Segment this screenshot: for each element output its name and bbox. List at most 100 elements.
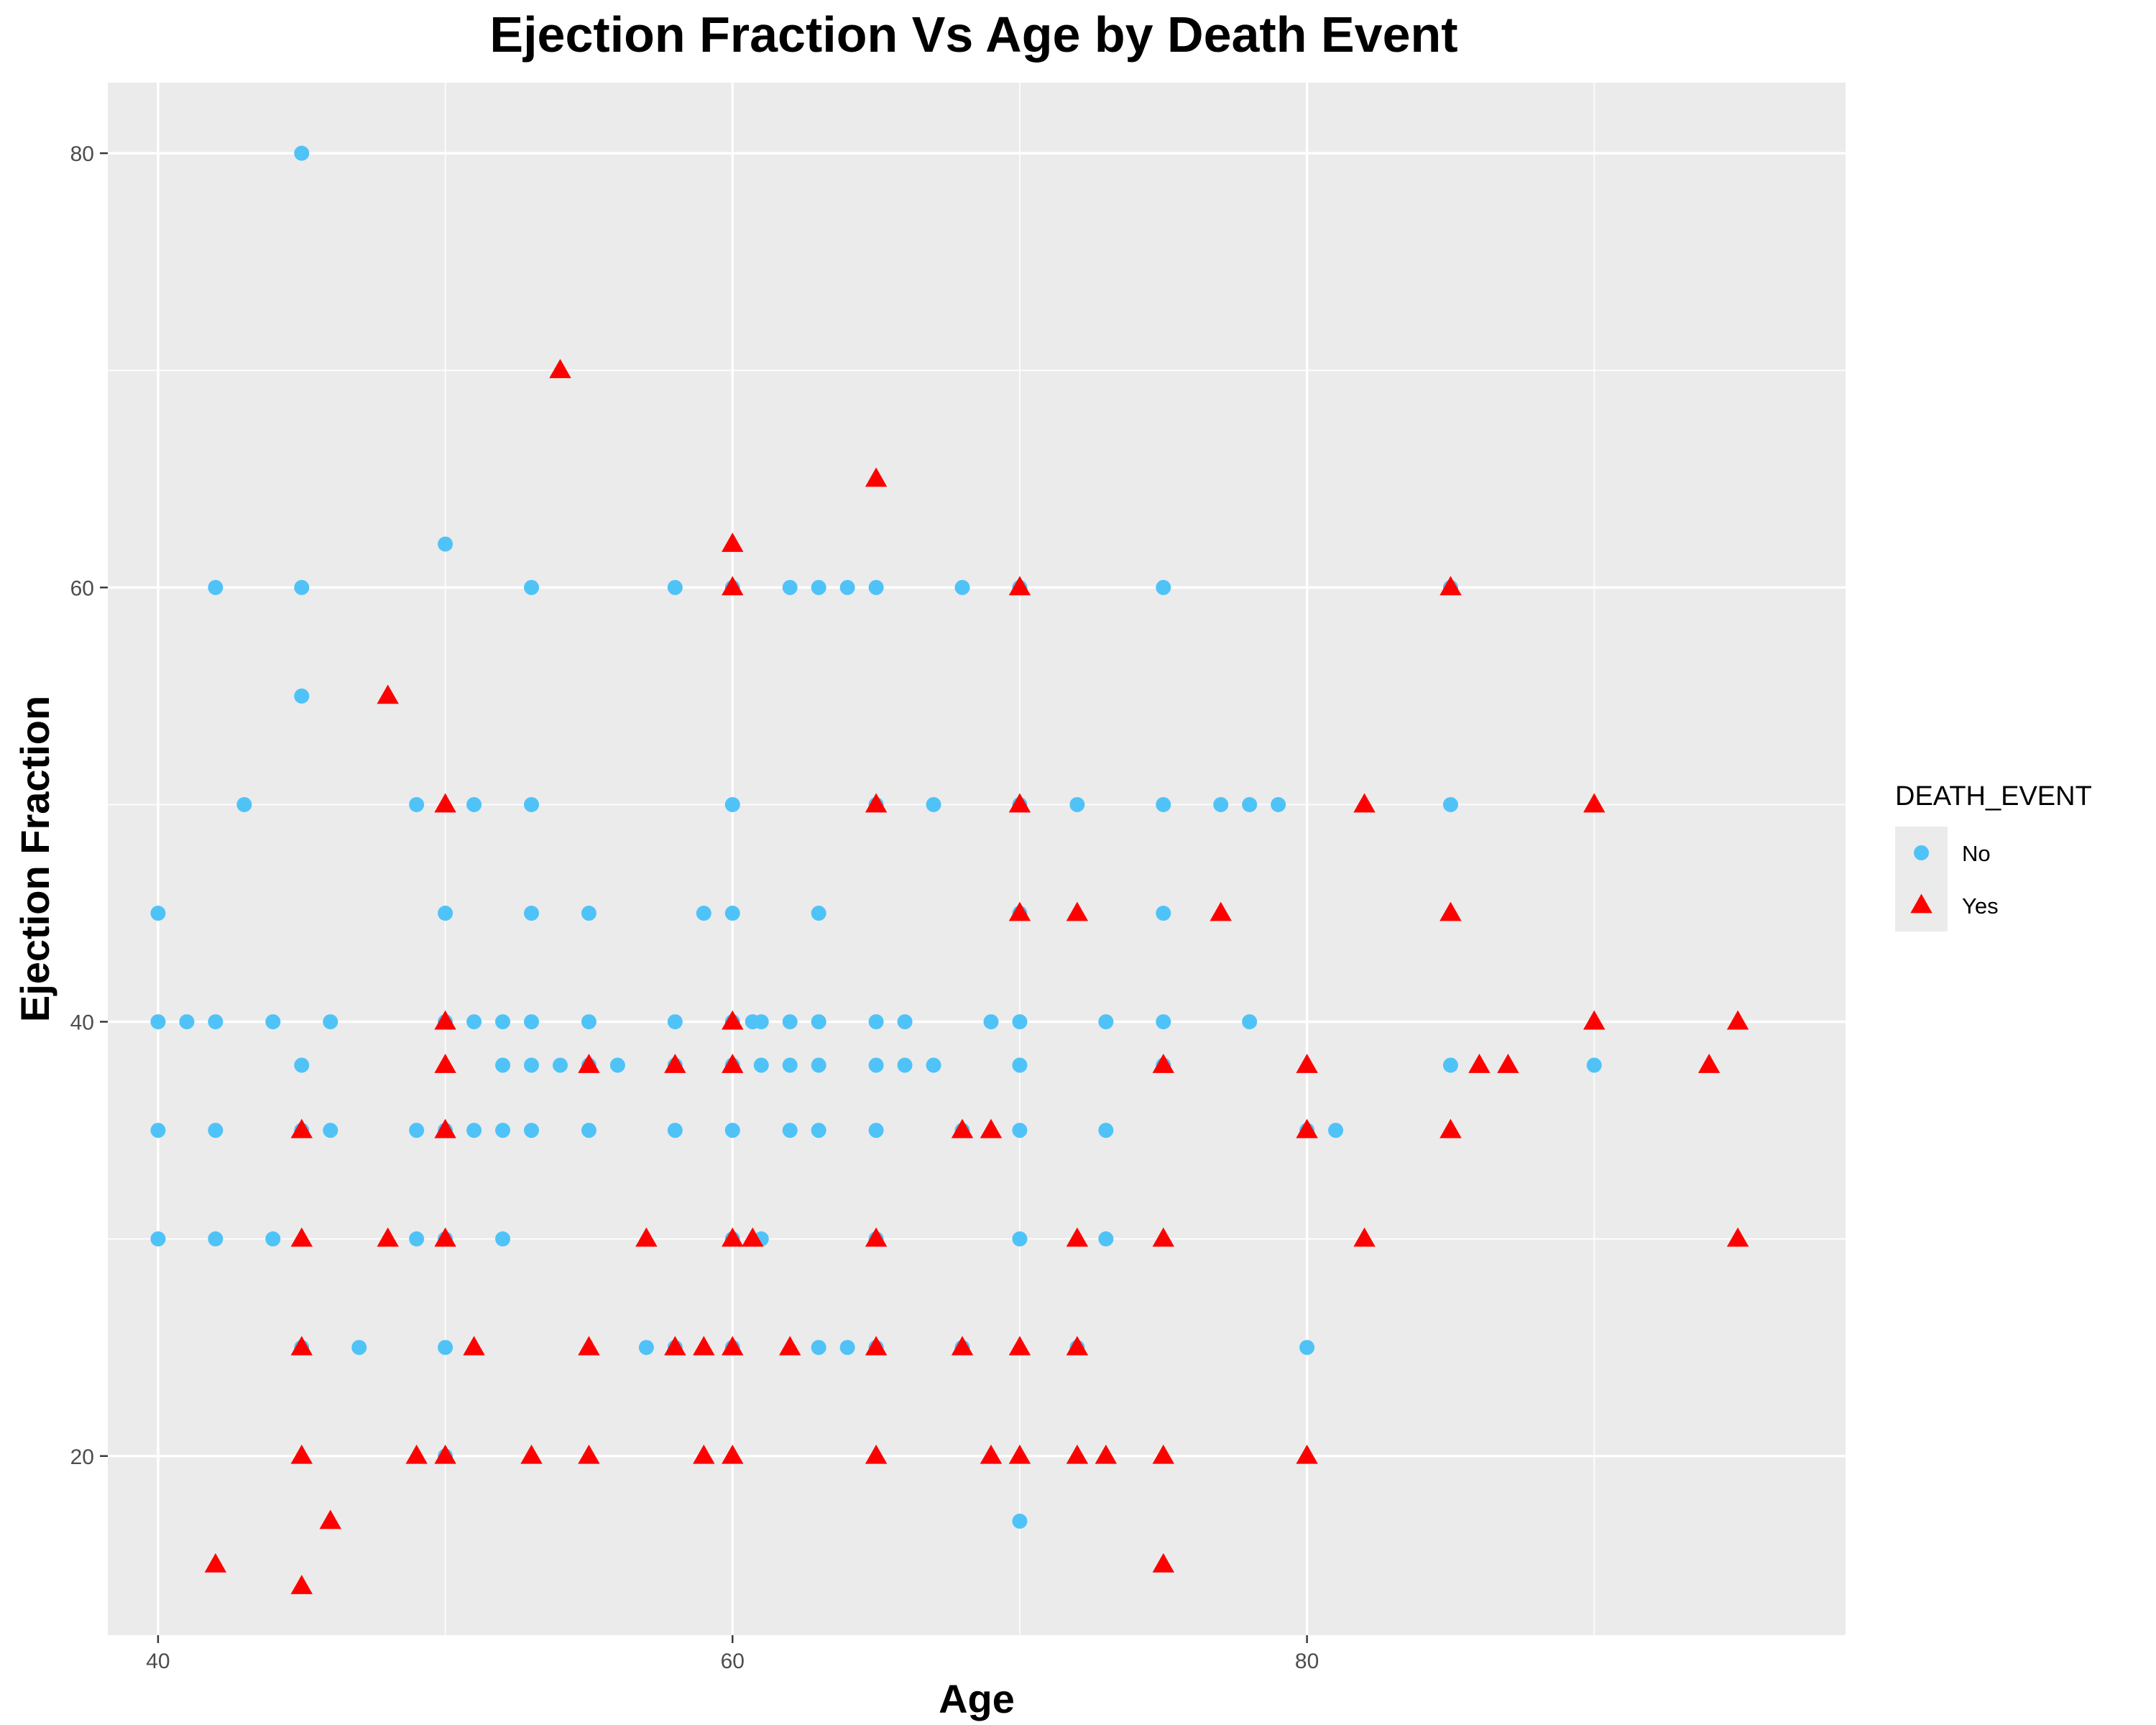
point-yes-42 xyxy=(1066,1227,1089,1247)
point-yes-41 xyxy=(865,1227,888,1247)
point-no-25 xyxy=(1156,796,1171,812)
point-no-94 xyxy=(868,1123,884,1138)
point-yes-71 xyxy=(319,1509,341,1530)
point-no-40 xyxy=(179,1014,195,1030)
point-yes-5 xyxy=(1439,576,1462,596)
point-yes-6 xyxy=(377,684,399,704)
point-yes-63 xyxy=(722,1444,744,1464)
point-yes-33 xyxy=(1296,1118,1318,1138)
point-no-48 xyxy=(581,1014,596,1030)
point-no-113 xyxy=(438,1340,453,1356)
point-no-117 xyxy=(811,1340,826,1356)
point-yes-12 xyxy=(1008,901,1031,921)
point-yes-39 xyxy=(722,1227,744,1247)
point-yes-30 xyxy=(434,1118,456,1138)
point-yes-35 xyxy=(290,1227,313,1247)
point-no-59 xyxy=(1098,1014,1114,1030)
point-no-7 xyxy=(782,579,798,595)
point-no-72 xyxy=(811,1057,826,1073)
point-yes-53 xyxy=(865,1335,888,1356)
point-no-1 xyxy=(438,536,453,552)
x-axis-title: Age xyxy=(939,1676,1015,1721)
point-no-83 xyxy=(323,1123,338,1138)
point-yes-19 xyxy=(1726,1010,1749,1030)
point-no-99 xyxy=(1328,1123,1344,1138)
point-yes-7 xyxy=(434,793,456,813)
point-yes-51 xyxy=(722,1335,744,1356)
point-no-81 xyxy=(208,1123,224,1138)
point-yes-20 xyxy=(434,1054,456,1073)
point-yes-65 xyxy=(980,1444,1003,1464)
point-no-103 xyxy=(409,1231,425,1247)
point-no-57 xyxy=(983,1014,999,1030)
point-no-4 xyxy=(524,579,540,595)
point-no-61 xyxy=(1242,1014,1258,1030)
point-no-41 xyxy=(208,1014,224,1030)
point-no-13 xyxy=(1156,579,1171,595)
point-no-62 xyxy=(294,1057,310,1073)
point-no-29 xyxy=(1442,796,1458,812)
point-yes-25 xyxy=(1296,1054,1318,1073)
point-yes-50 xyxy=(693,1335,715,1356)
point-yes-26 xyxy=(1468,1054,1491,1073)
point-yes-56 xyxy=(1066,1335,1089,1356)
x-tick-label-60: 60 xyxy=(721,1650,745,1673)
point-no-33 xyxy=(581,906,596,921)
point-no-124 xyxy=(1012,1513,1028,1529)
point-no-78 xyxy=(1442,1057,1458,1073)
legend-label-yes: Yes xyxy=(1962,893,1999,919)
x-axis-ticks: 40 60 80 xyxy=(146,1635,1319,1673)
legend-title: DEATH_EVENT xyxy=(1895,781,2092,811)
point-no-88 xyxy=(524,1123,540,1138)
y-axis-title: Ejection Fraction xyxy=(12,696,57,1022)
point-yes-15 xyxy=(1439,901,1462,921)
point-yes-64 xyxy=(865,1444,888,1464)
point-no-0 xyxy=(294,145,310,161)
point-no-109 xyxy=(1012,1231,1028,1247)
point-yes-8 xyxy=(865,793,888,813)
point-yes-70 xyxy=(1296,1444,1318,1464)
point-yes-72 xyxy=(204,1552,227,1573)
point-no-11 xyxy=(954,579,970,595)
point-yes-49 xyxy=(664,1335,686,1356)
grid-minor xyxy=(108,83,1846,1635)
point-no-55 xyxy=(868,1014,884,1030)
point-yes-17 xyxy=(722,1010,744,1030)
point-no-90 xyxy=(667,1123,683,1138)
point-no-92 xyxy=(782,1123,798,1138)
point-no-24 xyxy=(1069,796,1085,812)
point-yes-23 xyxy=(722,1054,744,1073)
point-yes-2 xyxy=(722,533,744,552)
grid-major xyxy=(108,83,1846,1635)
point-no-18 xyxy=(466,796,482,812)
point-yes-45 xyxy=(1726,1227,1749,1247)
x-tick-label-40: 40 xyxy=(146,1650,170,1673)
point-yes-28 xyxy=(1697,1054,1720,1073)
point-no-70 xyxy=(753,1057,769,1073)
point-no-93 xyxy=(811,1123,826,1138)
point-no-54 xyxy=(811,1014,826,1030)
point-yes-62 xyxy=(693,1444,715,1464)
point-no-38 xyxy=(1156,906,1171,921)
point-no-101 xyxy=(208,1231,224,1247)
point-no-65 xyxy=(552,1057,568,1073)
point-yes-59 xyxy=(434,1444,456,1464)
point-no-31 xyxy=(438,906,453,921)
point-no-34 xyxy=(696,906,711,921)
point-yes-31 xyxy=(951,1118,974,1138)
point-no-58 xyxy=(1012,1014,1028,1030)
point-no-63 xyxy=(495,1057,511,1073)
point-yes-57 xyxy=(290,1444,313,1464)
point-yes-16 xyxy=(434,1010,456,1030)
point-no-122 xyxy=(1299,1340,1315,1356)
point-no-30 xyxy=(150,906,166,921)
point-no-114 xyxy=(638,1340,654,1356)
point-yes-68 xyxy=(1095,1444,1118,1464)
point-no-110 xyxy=(1098,1231,1114,1247)
point-yes-61 xyxy=(578,1444,600,1464)
point-yes-60 xyxy=(520,1444,543,1464)
point-no-32 xyxy=(524,906,540,921)
chart-title: Ejection Fraction Vs Age by Death Event xyxy=(489,6,1457,63)
point-yes-10 xyxy=(1353,793,1376,813)
point-no-49 xyxy=(667,1014,683,1030)
